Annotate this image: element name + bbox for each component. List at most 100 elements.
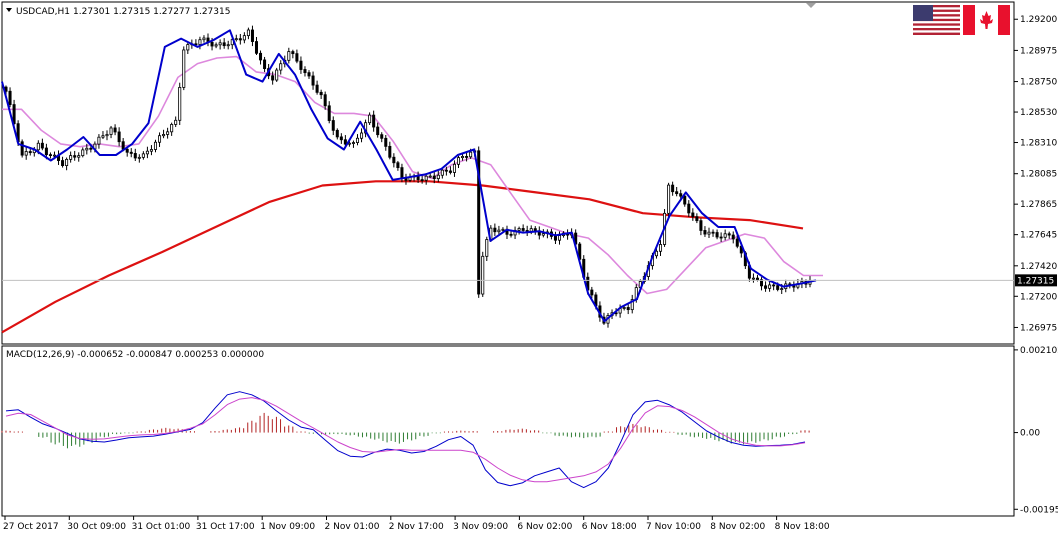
candle [158, 132, 162, 147]
candle [626, 303, 630, 315]
macd-axis[interactable]: 0.002102 0.00 -0.00195 [1014, 346, 1058, 515]
candle-body [780, 288, 784, 290]
candle-body [755, 277, 759, 281]
candle-body [311, 75, 315, 86]
candle-body [238, 38, 242, 41]
candle-body [396, 162, 400, 169]
candle [654, 248, 658, 259]
candle [448, 166, 452, 175]
candle-body [380, 134, 384, 139]
candle-body [145, 150, 149, 155]
candle-body [327, 105, 331, 121]
candle-body [428, 175, 432, 178]
candle-body [194, 43, 198, 46]
candle-body [456, 157, 461, 165]
candle [360, 128, 364, 143]
time-tick-label: 1 Nov 09:00 [260, 522, 315, 532]
candle [703, 226, 707, 237]
candle [291, 49, 295, 59]
current-price-label: 1.27315 [1017, 276, 1054, 286]
candle-body [125, 148, 129, 153]
candle-body [166, 131, 170, 135]
candle-body [323, 94, 327, 107]
candle-body [659, 244, 663, 252]
candle-body [242, 35, 246, 41]
candle-body [477, 150, 481, 295]
candle-body [671, 184, 675, 193]
candle-body [44, 147, 48, 156]
candle-body [36, 142, 40, 151]
candle-body [384, 137, 388, 147]
candle [760, 277, 764, 291]
candle-body [170, 124, 174, 133]
candle [368, 112, 372, 126]
price-pane[interactable] [1, 1, 1015, 345]
candle-body [210, 41, 214, 47]
candle [335, 128, 339, 140]
price-tick-label: 1.28975 [1020, 46, 1057, 56]
candle [129, 148, 133, 158]
candle [772, 282, 776, 291]
candle-body [52, 154, 56, 157]
candle-body [8, 90, 12, 105]
chart-shift-marker-icon[interactable] [806, 3, 816, 8]
candle-body [343, 139, 347, 145]
candle-body [372, 114, 376, 128]
candle-body [392, 156, 396, 164]
candle [48, 152, 52, 159]
candle [764, 281, 768, 292]
candle-body [174, 119, 178, 125]
candle [137, 154, 141, 163]
candle-body [683, 195, 687, 205]
candle [440, 167, 444, 179]
price-axis[interactable]: 1.29200 1.28975 1.28750 1.28530 1.28310 1.280… [1014, 15, 1057, 333]
signal-line [5, 397, 806, 483]
time-tick-label: 2 Nov 17:00 [389, 522, 444, 532]
price-tick-label: 1.28310 [1020, 139, 1057, 149]
dropdown-arrow-icon[interactable] [6, 8, 12, 12]
candle [149, 145, 153, 156]
candle-body [65, 158, 69, 167]
time-axis[interactable]: 27 Oct 2017 30 Oct 09:00 31 Oct 01:00 31 Oc… [3, 516, 830, 532]
candle-body [703, 230, 707, 235]
candle-body [234, 38, 238, 41]
candle-body [521, 228, 525, 231]
candle-body [485, 239, 489, 257]
candle-body [440, 169, 444, 176]
time-tick-label: 27 Oct 2017 [3, 522, 59, 532]
candle-body [218, 42, 222, 46]
candle [141, 151, 145, 160]
candle-body [40, 142, 44, 149]
candle-body [214, 44, 218, 47]
candle-body [400, 167, 404, 179]
candle [517, 226, 521, 235]
candle-body [444, 169, 448, 172]
candle-body [105, 134, 109, 137]
candle-body [715, 232, 719, 238]
candle-body [137, 156, 141, 159]
candle-body [695, 216, 699, 222]
candle-body [723, 233, 727, 238]
candle [77, 152, 81, 162]
candle-body [590, 289, 594, 296]
candle-body [501, 228, 505, 231]
macd-lines [5, 391, 806, 489]
candle [234, 34, 238, 42]
macd-pane[interactable] [1, 345, 1015, 517]
candle-body [622, 307, 626, 309]
candle-body [28, 151, 32, 154]
candle [214, 42, 218, 49]
candle [166, 127, 170, 139]
candle [432, 171, 436, 184]
candle-body [691, 212, 695, 218]
candle-body [707, 231, 711, 235]
candle [319, 89, 323, 99]
candle-body [388, 145, 392, 158]
candle [279, 60, 283, 75]
candle-body [360, 132, 364, 139]
us-flag-icon [913, 5, 960, 35]
candle [299, 56, 303, 74]
candle-body [335, 129, 339, 138]
price-tick-label: 1.28085 [1020, 170, 1057, 180]
